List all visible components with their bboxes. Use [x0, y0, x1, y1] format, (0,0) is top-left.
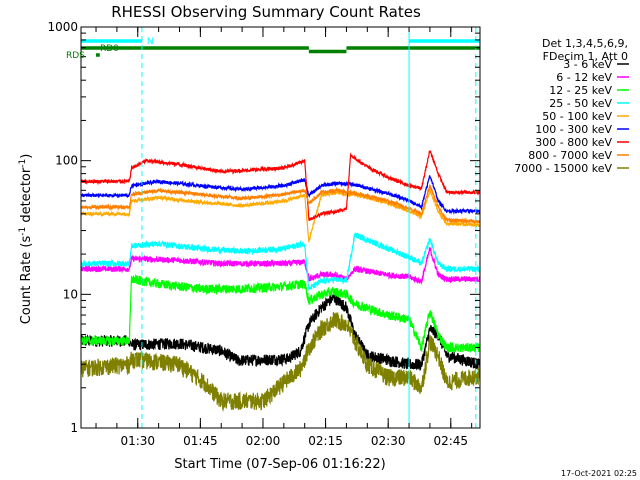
legend-label: 800 - 7000 keV	[528, 149, 612, 162]
legend-label: 25 - 50 keV	[549, 97, 612, 110]
y-tick-label: 1000	[47, 20, 78, 34]
series-line	[81, 273, 480, 354]
x-tick-label: 01:45	[183, 434, 218, 448]
chart-title: RHESSI Observing Summary Count Rates	[111, 3, 421, 21]
legend-label: 7000 - 15000 keV	[514, 162, 612, 175]
x-tick-label: 02:45	[433, 434, 468, 448]
y-tick-label: 1	[70, 421, 78, 435]
status-label-rds: RDS	[66, 51, 85, 61]
x-axis-label: Start Time (07-Sep-06 01:16:22)	[174, 457, 385, 472]
series-line	[81, 150, 480, 221]
legend-header-line: Det 1,3,4,5,6,9,	[542, 37, 628, 50]
series-line	[81, 232, 480, 291]
status-label-rd0: RD0	[100, 44, 119, 54]
series-line	[81, 247, 480, 286]
svg-text:Count Rate (s-1 detector-1): Count Rate (s-1 detector-1)	[18, 154, 34, 325]
series-line	[81, 175, 480, 216]
status-label-n: N	[147, 37, 154, 47]
legend-label: 100 - 300 keV	[535, 123, 612, 136]
plot-frame	[80, 26, 481, 429]
series-line	[81, 293, 480, 372]
plot-area: 1 10 100 1000 01:30 01:45 02:00 02:15 02:30 02:45…	[47, 20, 481, 448]
legend-label: 50 - 100 keV	[542, 110, 612, 123]
x-tick-label: 01:30	[120, 434, 155, 448]
y-axis-label: Count Rate (s-1 detector-1)	[18, 154, 34, 325]
legend-header: Det 1,3,4,5,6,9,FDecim 1, Att 0	[542, 37, 628, 63]
y-tick-label: 10	[63, 287, 78, 301]
series-line	[81, 184, 480, 225]
x-tick-label: 02:00	[246, 434, 281, 448]
series-line	[81, 311, 480, 412]
legend-label: 3 - 6 keV	[563, 58, 612, 71]
legend-header-line: FDecim 1, Att 0	[543, 50, 628, 63]
x-tick-label: 02:30	[371, 434, 406, 448]
series-line	[81, 188, 480, 243]
legend-label: 12 - 25 keV	[549, 84, 612, 97]
x-tick-label: 02:15	[308, 434, 343, 448]
legend-label: 300 - 800 keV	[535, 136, 612, 149]
legend-label: 6 - 12 keV	[556, 71, 612, 84]
date-stamp: 17-Oct-2021 02:25	[561, 469, 637, 478]
y-tick-label: 100	[55, 154, 78, 168]
